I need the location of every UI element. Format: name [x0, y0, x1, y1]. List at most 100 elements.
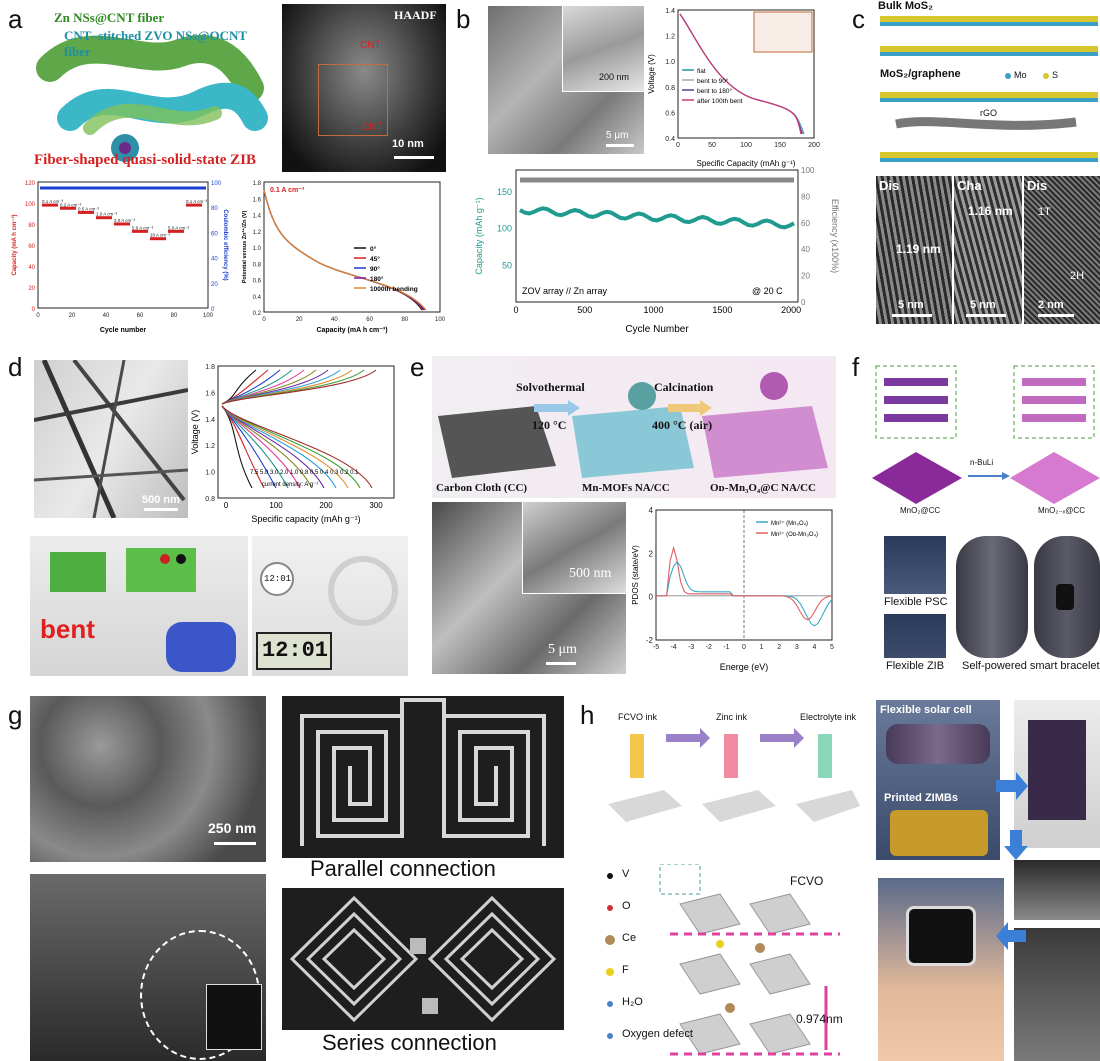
vprofile-xtick: 150	[774, 142, 786, 149]
pdos-legend-entry: Mn²⁺ (Mn₃O₄)	[771, 520, 808, 527]
rate-ytick: 100	[25, 202, 36, 208]
cycling-chart: 0 500 1000 1500 2000 50 100 150 0 20 40 60 80 100 ZOV …	[470, 164, 840, 336]
bend-ytick: 1.4	[253, 214, 262, 220]
sem-scalebar	[606, 144, 634, 147]
cnt-label-2: CNT	[362, 122, 383, 133]
pdos-xtick: 4	[812, 644, 816, 651]
bent-label: bent	[40, 614, 95, 644]
synthesis-drawing	[438, 372, 828, 478]
cycle-capacity-series	[519, 206, 795, 230]
pdos-xtick: 5	[830, 644, 834, 651]
mno2-drawing	[872, 365, 1100, 504]
pdos-xtick: -3	[688, 644, 694, 651]
printed-zimbs	[890, 810, 988, 856]
bracelet-photo-1	[956, 536, 1028, 658]
printing-drawing	[608, 728, 860, 822]
pdos-xtick: 0	[742, 644, 746, 651]
watch-closeup-photo	[1014, 928, 1100, 1061]
tem-scalebar-1	[892, 314, 932, 317]
vprofile-legend-entry: flat	[697, 68, 706, 75]
legend-oxygen-defect: Oxygen defect	[622, 1028, 693, 1040]
zov-sem-image: 200 nm 5 μm	[488, 6, 644, 154]
terminal-red	[160, 554, 170, 564]
rate-chart-svg: 0 20 40 60 80 1000204060801001200204060801000…	[11, 181, 228, 334]
pdos-chart: -5 -4 -3 -2 -1 0 1 2 3 4 5 -2 0 2 4 Mn²⁺ (Mn₃O₄) Mn²⁺ (O…	[630, 504, 840, 676]
haadf-scale-text: 10 nm	[392, 138, 424, 150]
rate-step-label: 5.0 A cm⁻³	[168, 225, 190, 230]
inset-scale-text: 200 nm	[599, 72, 630, 82]
cycle-ytick: 150	[497, 187, 512, 197]
pdos-xtick: -1	[723, 644, 729, 651]
pdos-xtick: -4	[670, 644, 676, 651]
mos2-structure: Bulk MoS₂ MoS₂/graphene Mo S rGO	[876, 0, 1098, 170]
fiber-battery-coil	[328, 556, 398, 626]
parallel-spirals	[300, 698, 546, 846]
gcd-charge-curve	[221, 369, 305, 405]
tem-scalebar-2	[966, 314, 1006, 317]
rate-frame	[37, 181, 209, 309]
legend-h2o: H₂O	[622, 996, 643, 1008]
vprofile-legend-entry: bent to 180°	[697, 87, 733, 95]
vprofile-xtick: 0	[676, 142, 680, 149]
printing-process-scheme: FCVO ink Zinc ink Electrolyte ink	[604, 694, 860, 846]
gcd-xtick: 0	[224, 501, 229, 510]
vprofile-curve	[679, 13, 802, 135]
bend-legend-entry: 1000th bending	[370, 286, 418, 293]
bend-xtick: 0	[262, 317, 266, 323]
material-1: Carbon Cloth (CC)	[436, 482, 528, 494]
gcd-ytick: 1.0	[205, 470, 215, 477]
zib-caption: Fiber-shaped quasi-solid-state ZIB	[34, 152, 256, 168]
wrist-watch-photo	[878, 878, 1004, 1061]
fiber-label-zvo: CNT–stitched ZVO NSs@OCNT fiber	[64, 28, 247, 59]
panel-label-f: f	[852, 352, 860, 382]
pdos-xtick: -5	[653, 644, 659, 651]
series-spirals	[289, 895, 557, 1023]
pdos-ytick: 0	[649, 593, 654, 602]
cycle-frame	[515, 169, 799, 303]
bracelet-screen	[1056, 584, 1074, 610]
integrated-device-photo	[1014, 700, 1100, 848]
step1-temp: 120 °C	[532, 418, 567, 432]
panel-label-a: a	[8, 4, 23, 34]
gcd-xlabel: Specific capacity (mAh g⁻¹)	[251, 514, 360, 524]
bracelet-label: Self-powered smart bracelet	[962, 660, 1100, 672]
rate-xtick: 20	[69, 313, 76, 319]
cycle-y2tick: 60	[801, 219, 810, 228]
rate-xtick: 100	[203, 313, 214, 319]
gcd-current-label: current density: A g⁻¹	[262, 482, 318, 488]
gcd-current-values: 7.5 5.0 3.0 2.0 1.0 0.8 0.5 0.4 0.3 0.2 …	[250, 470, 359, 476]
series-caption: Series connection	[322, 1030, 497, 1055]
material-3: Oᴅ-Mn₃O₄@C NA/CC	[710, 482, 816, 494]
cycle-y2tick: 40	[801, 245, 810, 254]
bend-xtick: 80	[401, 317, 408, 323]
nanowire-scale-text: 500 nm	[142, 494, 180, 506]
phase-2h: 2H	[1070, 270, 1085, 282]
gcd-ytick: 0.8	[205, 496, 215, 503]
legend-ce: Ce	[622, 932, 637, 944]
rate-xtick: 80	[171, 313, 178, 319]
pdos-ytick: 2	[649, 549, 654, 558]
cycle-y2tick: 80	[801, 192, 810, 201]
rate-capability-chart: 0 20 40 60 80 100 0 20 40 60 80 100 120 0 20 40 60 80 100 0…	[8, 176, 230, 334]
gloved-hand	[166, 622, 236, 672]
gcd-ytick: 1.6	[205, 390, 215, 397]
ink-2: Zinc ink	[716, 712, 748, 722]
vprofile-ytick: 0.6	[665, 110, 675, 117]
phase-1t: 1T	[1038, 206, 1051, 218]
bend-ytick: 0.4	[253, 295, 262, 301]
cycle-xtick: 2000	[781, 305, 801, 315]
panel-label-g: g	[8, 700, 23, 730]
rate-step-label: 1.0 A cm⁻³	[96, 212, 118, 217]
haadf-scalebar	[394, 156, 434, 159]
bulk-mos2-title: Bulk MoS₂	[878, 0, 933, 12]
rate-step-label: 10 A cm⁻³	[150, 233, 170, 238]
bend-ylabel: Potential versus Zn²⁺/Zn (V)	[241, 211, 248, 284]
nanowire-tem-image: 500 nm	[34, 360, 188, 518]
bend-chart-svg: 0 20 40 60 80 100 0.2 0.4 0.6 0.8 1.0 1.2 1.4 1.6 1.8 0…	[241, 181, 446, 334]
rate-y2tick: 80	[211, 206, 218, 212]
pdos-chart-svg: -5 -4 -3 -2 -1 0 1 2 3 4 5 -2 0 2 4 Mn²⁺ (Mn₃O₄) Mn²⁺ (O…	[631, 506, 834, 672]
pdos-ytick: -2	[646, 636, 654, 645]
rate-ytick: 0	[32, 307, 36, 313]
lcd-clock-text: 12:01	[262, 638, 329, 663]
rate-step-label: 0.2 A cm⁻³	[60, 202, 82, 207]
